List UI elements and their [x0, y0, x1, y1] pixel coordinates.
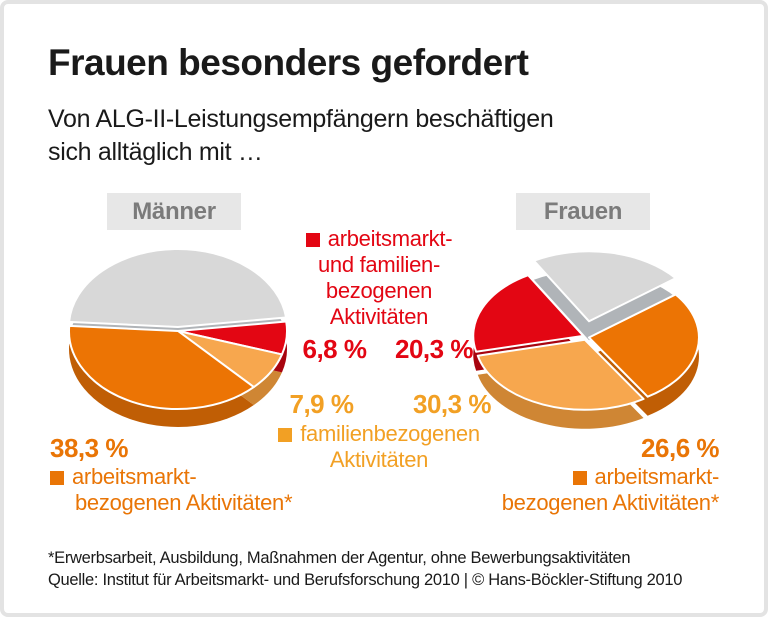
legend-familien-line-2: Aktivitäten — [329, 447, 429, 472]
legend-red-line-3: bezogenen — [325, 278, 433, 303]
legend-red-text-1: arbeitsmarkt- — [327, 226, 453, 251]
legend-swatch-arbeitsmarkt-right — [572, 471, 587, 485]
pie-frauen-slice-0-top — [472, 274, 585, 353]
legend-swatch-familien — [278, 428, 293, 442]
legend-arbeitsmarkt-left-line-2: bezogenen Aktivitäten* — [75, 490, 293, 515]
source-line: Quelle: Institut für Arbeitsmarkt- und B… — [48, 571, 683, 589]
value-maenner-arbeitsmarkt: 38,3 % — [50, 433, 128, 463]
legend-red-line-4: Aktivitäten — [329, 304, 429, 329]
pie-frauen-slice-1-top — [476, 338, 645, 411]
legend-familien-line-1: familienbezogenen — [269, 421, 489, 447]
value-frauen-arbeitsmarkt: 26,6 % — [641, 433, 719, 463]
value-frauen-familien: 30,3 % — [413, 389, 491, 419]
value-maenner-red: 6,8 % — [302, 334, 368, 364]
value-frauen-red: 20,3 % — [395, 334, 473, 364]
legend-arbeitsmarkt-left-text-1: arbeitsmarkt- — [72, 464, 197, 489]
legend-familien-text-1: familienbezogenen — [300, 421, 480, 446]
subtitle-line-1: Von ALG-II-Leistungsempfängern beschäfti… — [48, 105, 554, 133]
pie-frauen-slice-3-top — [532, 250, 677, 323]
page-title: Frauen besonders gefordert — [48, 42, 529, 83]
pie-frauen-slice-2-top — [587, 293, 700, 398]
legend-arbeitsmarkt-left-block: arbeitsmarkt- bezogenen Aktivitäten* — [50, 464, 293, 516]
subtitle-line-2: sich alltäglich mit … — [48, 138, 263, 166]
legend-red-block: arbeitsmarkt- und familien- bezogenen Ak… — [269, 226, 489, 330]
group-label-maenner: Männer — [107, 193, 241, 230]
pie-maenner-slice-2-top — [68, 324, 255, 410]
legend-red-line-1: arbeitsmarkt- — [269, 226, 489, 252]
legend-arbeitsmarkt-right-line-2: bezogenen Aktivitäten* — [501, 490, 720, 515]
pie-maenner-slice-3-top — [68, 248, 288, 329]
legend-arbeitsmarkt-right-line-1: arbeitsmarkt- — [502, 464, 719, 490]
legend-arbeitsmarkt-right-block: arbeitsmarkt- bezogenen Aktivitäten* — [501, 464, 720, 516]
legend-arbeitsmarkt-left-line-1: arbeitsmarkt- — [50, 464, 292, 490]
pie-chart-frauen — [472, 250, 700, 429]
legend-red-line-2: und familien- — [317, 252, 441, 277]
value-maenner-familien: 7,9 % — [289, 389, 355, 419]
legend-familien-block: familienbezogenen Aktivitäten — [269, 421, 489, 473]
footnote: *Erwerbsarbeit, Ausbildung, Maßnahmen de… — [48, 549, 631, 567]
group-label-frauen: Frauen — [516, 193, 650, 230]
legend-swatch-red — [305, 233, 320, 247]
legend-swatch-arbeitsmarkt-left — [50, 471, 64, 485]
pie-chart-maenner — [68, 248, 288, 427]
subtitle: Von ALG-II-Leistungsempfängern beschäfti… — [48, 103, 554, 169]
legend-arbeitsmarkt-right-text-1: arbeitsmarkt- — [594, 464, 720, 489]
